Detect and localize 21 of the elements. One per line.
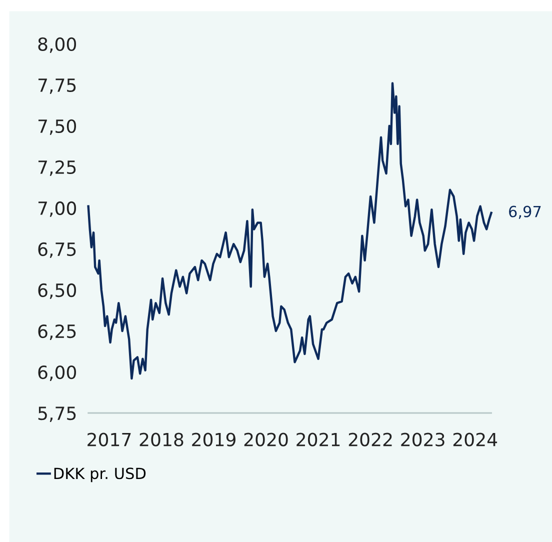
y-tick-label: 8,00 — [38, 37, 76, 53]
y-tick-label: 6,25 — [38, 324, 76, 340]
y-tick-label: 6,00 — [38, 365, 76, 381]
x-tick-label: 2022 — [348, 432, 392, 446]
x-tick-label: 2024 — [453, 432, 498, 446]
y-tick-label: 7,25 — [38, 160, 76, 176]
y-tick-label: 7,00 — [38, 201, 76, 217]
annotation: 6,97 — [509, 206, 541, 219]
y-tick-label: 7,75 — [38, 78, 76, 94]
y-tick-label: 6,75 — [38, 242, 76, 258]
x-tick-label: 2023 — [401, 432, 444, 446]
x-tick-label: 2018 — [140, 432, 184, 446]
x-tick-label: 2019 — [192, 432, 236, 446]
y-tick-label: 6,50 — [38, 283, 76, 299]
x-tick-label: 2020 — [244, 432, 288, 446]
line-series — [87, 82, 492, 380]
legend-label: DKK pr. USD — [54, 468, 146, 482]
y-tick-label: 7,50 — [38, 119, 76, 135]
y-tick-label: 5,75 — [38, 406, 76, 422]
x-tick-label: 2017 — [88, 432, 131, 446]
x-tick-label: 2021 — [296, 432, 340, 446]
